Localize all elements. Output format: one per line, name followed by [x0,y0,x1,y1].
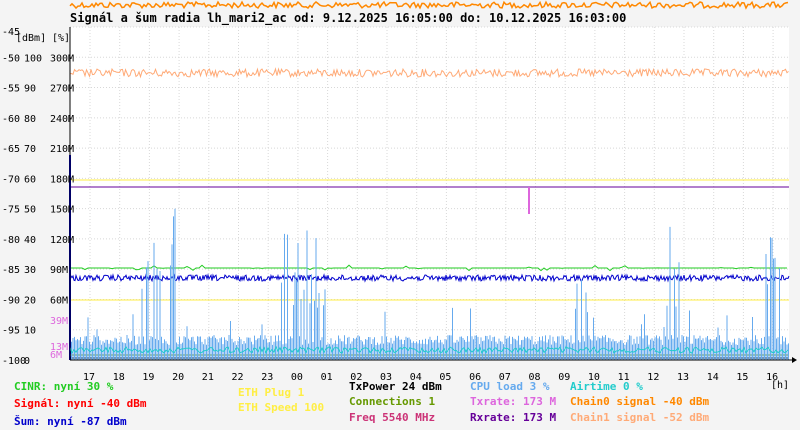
y-tick-label-dbm: -85 [2,265,20,276]
y-tick-label-rate: 240M [50,114,74,125]
x-tick-label: 02 [350,372,362,383]
x-tick-label: 03 [380,372,392,383]
y-axis-pct-label: [%] [52,33,70,44]
y-tick-label-rate: 180M [50,174,74,185]
series-layer [69,0,790,360]
x-tick-label: 21 [202,372,214,383]
x-tick-label: 23 [261,372,273,383]
y-tick-label-rate: 6M [50,350,62,361]
y-tick-label-dbm: -45 [2,27,20,38]
x-tick-label: 22 [232,372,244,383]
x-tick-label: 11 [618,372,630,383]
y-tick-label-dbm: -90 [2,295,20,306]
y-tick-label-dbm: -75 [2,205,20,216]
series-noise [69,273,790,283]
y-tick-label-pct: 40 [24,235,36,246]
y-tick-label-pct: 60 [24,174,36,185]
x-tick-label: 08 [529,372,541,383]
legend-freq: Freq 5540 MHz [349,411,436,424]
y-tick-label-dbm: -50 [2,53,20,64]
x-tick-label: 17 [83,372,95,383]
y-tick-label-pct: 30 [24,265,36,276]
legend-chain1: Chain1 signal -52 dBm [570,411,710,424]
y-tick-label-dbm: -55 [2,84,20,95]
y-tick-label-pct: 70 [24,144,36,155]
x-tick-label: 01 [321,372,333,383]
x-tick-label: 14 [707,372,719,383]
y-tick-label-pct: 0 [24,356,30,367]
chart-title: Signál a šum radia lh_mari2_ac od: 9.12.… [70,11,626,26]
series-chain0-signal [69,0,789,10]
x-tick-label: 19 [142,372,154,383]
x-tick-label: 13 [677,372,689,383]
x-axis-arrow-icon [792,357,797,363]
legend-airtime: Airtime 0 % [570,380,643,393]
legend-chain0: Chain0 signal -40 dBm [570,395,710,408]
x-axis-label: [h] [771,380,789,391]
y-tick-label-rate: 120M [50,235,74,246]
y-tick-label-pct: 90 [24,84,36,95]
x-tick-label: 07 [499,372,511,383]
y-tick-label-pct: 100 [24,53,42,64]
x-tick-label: 04 [410,372,422,383]
y-tick-label-pct: 50 [24,205,36,216]
x-tick-label: 05 [439,372,451,383]
legend-txrate: Txrate: 173 M [470,395,557,408]
y-tick-label-dbm: -100 [2,356,26,367]
legend-txpower: TxPower 24 dBm [349,380,442,393]
legend-eth-plug: ETH Plug 1 [238,386,305,399]
y-tick-label-rate: 39M [50,316,68,327]
y-tick-label-dbm: -65 [2,144,20,155]
y-tick-label-rate: 13M [50,342,68,353]
legend-connections: Connections 1 [349,395,436,408]
x-tick-label: 06 [469,372,481,383]
y-tick-label-rate: 60M [50,295,68,306]
series-airtime [69,345,789,355]
series-cinr [70,264,787,272]
legend-noise: Šum: nyní -87 dBm [14,415,127,428]
y-tick-label-rate: 300M [50,53,74,64]
y-tick-label-pct: 80 [24,114,36,125]
plot-area [70,27,789,360]
y-tick-label-rate: 270M [50,84,74,95]
y-tick-label-pct: 20 [24,295,36,306]
x-tick-label: 12 [647,372,659,383]
y-tick-label-dbm: -80 [2,235,20,246]
legend-rxrate: Rxrate: 173 M [470,411,557,424]
y-tick-label-dbm: -60 [2,114,20,125]
legend-cpu: CPU load 3 % [470,380,550,393]
x-tick-label: 10 [588,372,600,383]
y-tick-label-rate: 150M [50,205,74,216]
y-tick-label-rate: 90M [50,265,68,276]
y-axis-label: [dBm] [16,33,46,44]
y-tick-label-pct: 10 [24,326,36,337]
legend-cinr: CINR: nyní 30 % [14,380,114,393]
y-tick-label-dbm: -95 [2,326,20,337]
axes: -45-50-55-60-65-70-75-80-85-90-95-100100… [2,27,797,383]
x-tick-label: 09 [558,372,570,383]
x-tick-label: 16 [766,372,778,383]
x-tick-label: 18 [113,372,125,383]
x-tick-label: 15 [736,372,748,383]
x-tick-label: 20 [172,372,184,383]
x-tick-label: 00 [291,372,303,383]
y-tick-label-dbm: -70 [2,174,20,185]
legend-eth-speed: ETH Speed 100 [238,401,325,414]
y-tick-label-rate: 210M [50,144,74,155]
series-chain1-signal [69,67,789,79]
legend-signal: Signál: nyní -40 dBm [14,397,147,410]
